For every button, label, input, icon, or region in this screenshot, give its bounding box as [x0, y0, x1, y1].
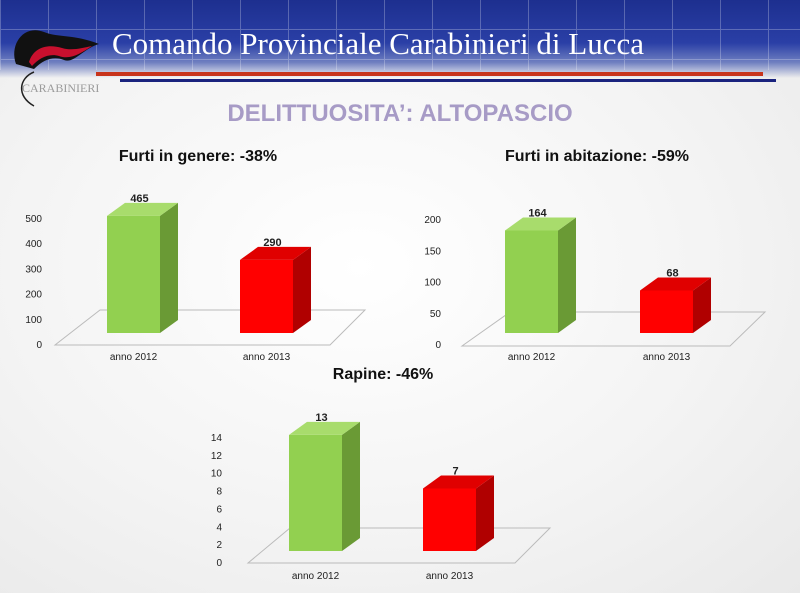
y-tick-label: 100 — [25, 315, 42, 326]
y-tick-label: 0 — [36, 340, 42, 351]
bar-side — [476, 475, 494, 551]
y-tick-label: 200 — [424, 215, 441, 226]
y-tick-label: 150 — [424, 246, 441, 257]
chart-floor — [53, 309, 367, 346]
data-label: 290 — [263, 237, 281, 249]
bar-top — [240, 246, 311, 260]
bar-top — [640, 277, 711, 291]
y-tick-label: 10 — [211, 469, 223, 480]
page-title: DELITTUOSITA’: ALTOPASCIO — [227, 100, 573, 127]
chart-floor — [246, 527, 552, 564]
y-tick-label: 300 — [25, 264, 42, 275]
data-label: 13 — [315, 412, 327, 424]
chart-title-rapine: Rapine: -46% — [332, 366, 434, 383]
bar-front-anno-2012 — [107, 215, 160, 333]
data-label: 7 — [452, 466, 458, 478]
x-category-label: anno 2012 — [110, 352, 158, 363]
x-category-label: anno 2012 — [292, 571, 340, 582]
y-tick-label: 0 — [216, 558, 222, 569]
header-grid-pattern — [0, 0, 800, 70]
data-label: 164 — [528, 208, 547, 220]
y-tick-label: 14 — [211, 433, 223, 444]
header-banner: Comando Provinciale Carabinieri di Lucca — [0, 0, 800, 78]
bar-front-anno-2013 — [240, 259, 293, 333]
x-category-label: anno 2013 — [426, 571, 474, 582]
chart-title-furti-genere: Furti in genere: -38% — [118, 148, 278, 165]
y-tick-label: 12 — [211, 451, 223, 462]
bar-front-anno-2013 — [423, 488, 476, 551]
bar-front-anno-2013 — [640, 290, 693, 333]
bar-front-anno-2012 — [505, 230, 558, 333]
bar-side — [293, 246, 311, 333]
y-tick-label: 100 — [424, 278, 441, 289]
bar-top — [505, 217, 576, 231]
y-tick-label: 6 — [216, 504, 222, 515]
y-tick-label: 4 — [216, 522, 222, 533]
y-tick-label: 500 — [25, 214, 42, 225]
header-title: Comando Provinciale Carabinieri di Lucca — [112, 26, 644, 61]
data-label: 68 — [666, 268, 678, 280]
logo-text: CARABINIERI — [22, 81, 100, 95]
bar-side — [342, 421, 360, 551]
header-divider-red — [96, 72, 763, 76]
chart-floor — [460, 311, 767, 347]
x-category-label: anno 2013 — [243, 352, 291, 363]
bar-side — [160, 202, 178, 333]
bar-top — [423, 475, 494, 489]
carabinieri-logo-icon — [14, 30, 99, 107]
y-tick-label: 8 — [216, 487, 222, 498]
bar-top — [289, 421, 360, 435]
header-divider-blue — [120, 79, 776, 82]
x-category-label: anno 2012 — [508, 352, 556, 363]
y-tick-label: 0 — [435, 340, 441, 351]
data-label: 465 — [130, 193, 148, 205]
y-tick-label: 400 — [25, 239, 42, 250]
chart-title-furti-abitazione: Furti in abitazione: -59% — [504, 148, 690, 165]
bar-front-anno-2012 — [289, 434, 342, 551]
x-category-label: anno 2013 — [643, 352, 691, 363]
y-tick-label: 2 — [216, 540, 222, 551]
y-tick-label: 200 — [25, 290, 42, 301]
bar-top — [107, 202, 178, 216]
bar-side — [693, 277, 711, 333]
y-tick-label: 50 — [430, 309, 442, 320]
bar-side — [558, 217, 576, 333]
